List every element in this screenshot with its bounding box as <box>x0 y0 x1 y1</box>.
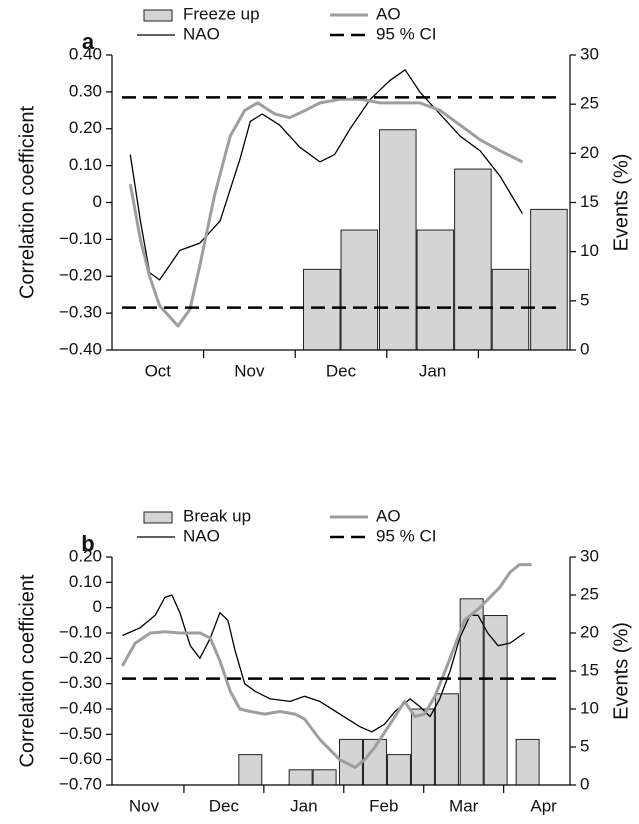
x-tick-label: Feb <box>369 796 398 815</box>
chart-panel: 0.20 0.10 0 −0.10 −0.20 −0.30 −0.40 −0.50 −0.60 −… <box>16 506 632 815</box>
legend-label: Freeze up <box>183 4 260 23</box>
y2-tick-label: 0 <box>580 774 589 793</box>
y-tick-label: 0.20 <box>69 118 102 137</box>
x-tick-label: Oct <box>145 361 172 380</box>
bar <box>483 615 508 786</box>
y2-tick-label: 25 <box>580 94 599 113</box>
bar <box>302 268 341 351</box>
y-tick-label: −0.30 <box>59 673 102 692</box>
y-tick-label: −0.40 <box>59 698 102 717</box>
bar <box>410 708 435 786</box>
y2-tick-label: 5 <box>580 736 589 755</box>
bar <box>434 693 459 786</box>
line <box>121 563 532 769</box>
y-tick-label: 0 <box>93 192 102 211</box>
x-tick-label: Apr <box>530 796 557 815</box>
bar <box>312 769 337 786</box>
y-tick-label: −0.10 <box>59 622 102 641</box>
x-tick-label: Jan <box>419 361 446 380</box>
bar <box>515 738 540 786</box>
y2-tick-label: 10 <box>580 698 599 717</box>
y-tick-label: −0.20 <box>59 648 102 667</box>
panel-label: b <box>81 531 94 556</box>
y2-tick-label: 5 <box>580 290 589 309</box>
legend-label: 95 % CI <box>376 24 436 43</box>
x-tick-label: Dec <box>326 361 357 380</box>
y2-tick-label: 25 <box>580 584 599 603</box>
bar <box>340 229 379 351</box>
y-tick-label: −0.30 <box>59 303 102 322</box>
x-tick-label: Nov <box>234 361 265 380</box>
y2-tick-label: 30 <box>580 546 599 565</box>
line <box>122 594 525 733</box>
y-tick-label: 0 <box>93 597 102 616</box>
y2-tick-label: 20 <box>580 143 599 162</box>
legend-label: 95 % CI <box>376 526 436 545</box>
chart-panel: 0.40 0.30 0.20 0.10 0 −0.10 −0.20 −0.30 −0.40 0 5 1… <box>16 4 632 380</box>
legend-label: Break up <box>183 506 251 525</box>
y2-tick-label: 20 <box>580 622 599 641</box>
x-tick-label: Mar <box>449 796 479 815</box>
y-tick-label: −0.10 <box>59 229 102 248</box>
legend-label: NAO <box>183 24 220 43</box>
y-tick-label: −0.20 <box>59 266 102 285</box>
bar <box>454 168 492 351</box>
legend-swatch <box>143 9 173 22</box>
y2-tick-label: 10 <box>580 241 599 260</box>
x-tick-label: Dec <box>209 796 240 815</box>
y2-tick-label: 15 <box>580 660 599 679</box>
bar <box>416 229 455 351</box>
panel-label: a <box>82 29 95 54</box>
y-tick-label: 0.10 <box>69 572 102 591</box>
y2-tick-label: 30 <box>580 44 599 63</box>
y-axis-title: Correlation coefficient <box>16 574 38 768</box>
bar <box>386 754 411 786</box>
y-axis-title: Correlation coefficient <box>16 106 38 300</box>
bar <box>379 129 417 351</box>
y2-tick-label: 0 <box>580 339 589 358</box>
x-tick-label: Nov <box>129 796 160 815</box>
legend-swatch <box>143 511 173 524</box>
y-tick-label: 0.30 <box>69 81 102 100</box>
line <box>128 97 524 328</box>
line <box>129 69 523 281</box>
y2-axis-title: Events (%) <box>610 622 632 720</box>
y2-tick-label: 15 <box>580 192 599 211</box>
y-tick-label: −0.60 <box>59 749 102 768</box>
legend-label: AO <box>376 4 401 23</box>
legend-label: NAO <box>183 526 220 545</box>
y-tick-label: 0.10 <box>69 155 102 174</box>
y-tick-label: −0.40 <box>59 339 102 358</box>
bar <box>491 268 530 351</box>
bar <box>238 754 263 786</box>
bar <box>288 769 313 786</box>
y-tick-label: −0.70 <box>59 774 102 793</box>
y-tick-label: −0.50 <box>59 724 102 743</box>
bar <box>530 208 568 351</box>
y-tick-label: 0.20 <box>69 546 102 565</box>
y-tick-label: 0.40 <box>69 44 102 63</box>
x-tick-label: Jan <box>290 796 317 815</box>
legend-label: AO <box>376 506 401 525</box>
y2-axis-title: Events (%) <box>610 154 632 252</box>
